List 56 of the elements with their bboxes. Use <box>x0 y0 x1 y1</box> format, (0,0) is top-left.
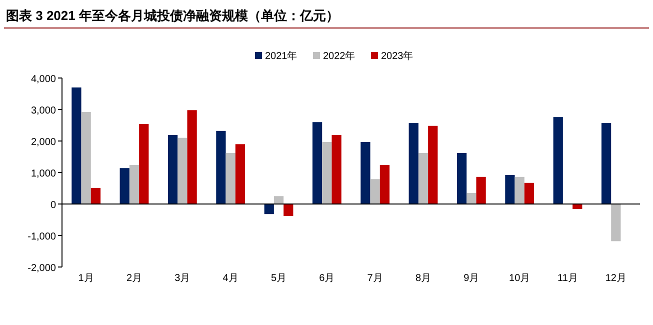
x-tick-label: 7月 <box>367 273 383 284</box>
bar <box>476 176 486 204</box>
bar <box>456 152 467 204</box>
bar <box>418 152 428 204</box>
x-tick-label: 10月 <box>509 273 530 284</box>
bar <box>120 168 130 204</box>
bar <box>129 164 140 204</box>
bar <box>466 192 476 204</box>
bar <box>322 142 332 204</box>
bar <box>226 152 236 204</box>
x-tick-label: 6月 <box>319 273 335 284</box>
x-tick-label: 2月 <box>126 273 142 284</box>
bar <box>274 196 284 204</box>
bar <box>178 138 188 204</box>
y-tick-label: -2,000 <box>28 263 56 274</box>
bar <box>505 175 515 204</box>
bar <box>601 123 612 204</box>
bar <box>235 144 246 204</box>
bar <box>611 204 621 242</box>
y-tick-label: 3,000 <box>30 106 56 116</box>
x-tick-label: 12月 <box>605 273 626 284</box>
bar <box>81 112 91 204</box>
x-tick-label: 3月 <box>174 273 190 284</box>
x-tick-label: 5月 <box>270 273 287 284</box>
x-tick-label: 1月 <box>78 273 94 284</box>
bar <box>514 176 524 204</box>
bar <box>524 182 534 204</box>
bar <box>139 124 149 204</box>
y-tick-label: 1,000 <box>30 168 56 180</box>
y-tick-label: -1,000 <box>28 232 56 242</box>
bar <box>264 204 274 214</box>
bar <box>428 126 438 204</box>
bar <box>553 117 563 204</box>
bar <box>312 122 322 204</box>
bar <box>168 135 178 204</box>
x-tick-label: 9月 <box>464 273 480 284</box>
bar <box>370 179 380 204</box>
legend-label: 2021年 <box>265 50 298 62</box>
bar <box>216 130 226 204</box>
chart-title: 图表 3 2021 年至今各月城投债净融资规模（单位：亿元） <box>6 8 339 23</box>
bar <box>187 110 197 204</box>
legend-label: 2022年 <box>323 50 356 62</box>
y-tick-label: 2,000 <box>30 137 56 148</box>
bar <box>332 135 342 204</box>
bar <box>408 123 418 204</box>
x-tick-label: 8月 <box>415 273 432 284</box>
y-tick-label: 0 <box>50 200 56 211</box>
y-tick-label: 4,000 <box>30 74 56 85</box>
legend-label: 2023年 <box>381 50 414 62</box>
x-tick-label: 11月 <box>558 273 578 284</box>
bar <box>380 164 390 204</box>
x-tick-label: 4月 <box>222 273 238 284</box>
bar <box>360 142 370 204</box>
bar <box>72 87 82 204</box>
bar <box>90 188 101 204</box>
bar <box>284 204 294 216</box>
